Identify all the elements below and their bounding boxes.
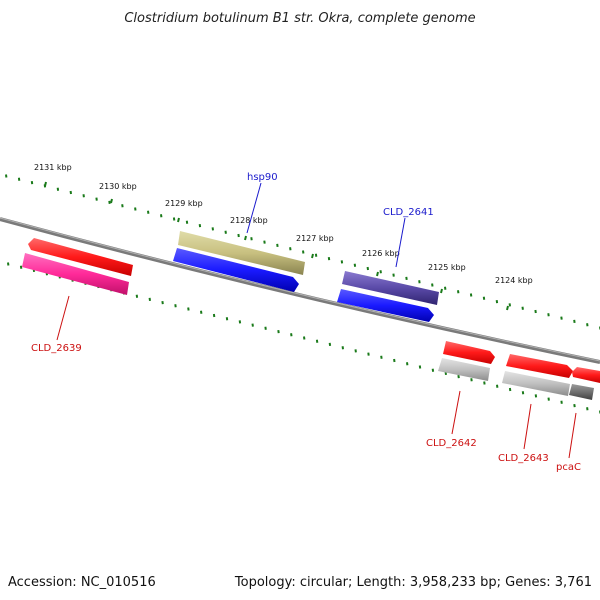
gene-label-hsp90[interactable]: hsp90 (247, 172, 278, 183)
feature-magenta-1[interactable] (22, 253, 129, 295)
tick-label-2130: 2130 kbp (99, 182, 137, 191)
feature-red-cld2643[interactable] (506, 354, 573, 378)
label-leaders (56, 182, 577, 459)
feature-red-forward-1[interactable] (28, 238, 133, 276)
feature-gray-cld2642[interactable] (438, 358, 490, 381)
tick-label-2131: 2131 kbp (34, 163, 72, 172)
major-ticks (44, 181, 509, 311)
tick-label-2128: 2128 kbp (230, 216, 268, 225)
leader-cld2642 (451, 390, 461, 435)
tick-labels: 2131 kbp 2130 kbp 2129 kbp 2128 kbp 2127… (34, 163, 533, 285)
feature-red-pcac[interactable] (572, 367, 600, 383)
feature-olive-hsp90[interactable] (178, 231, 305, 275)
feature-gray-cld2643[interactable] (502, 371, 570, 396)
gene-label-cld2642[interactable]: CLD_2642 (426, 438, 477, 449)
leader-hsp90 (246, 182, 262, 234)
gene-label-pcac[interactable]: pcaC (556, 462, 581, 473)
leader-pcac (568, 412, 577, 459)
genome-backbone-highlight (0, 217, 600, 362)
genome-backbone (0, 217, 600, 364)
leader-cld2639 (56, 295, 70, 341)
tick-label-2127: 2127 kbp (296, 234, 334, 243)
gene-label-cld2639[interactable]: CLD_2639 (31, 343, 82, 354)
feature-blue-cld2641[interactable] (337, 289, 434, 322)
map-title: Clostridium botulinum B1 str. Okra, comp… (124, 11, 475, 26)
tick-label-2129: 2129 kbp (165, 199, 203, 208)
accession-text: Accession: NC_010516 (8, 575, 156, 590)
tick-label-2125: 2125 kbp (428, 263, 466, 272)
feature-blue-hsp90[interactable] (173, 248, 299, 292)
gene-label-cld2643[interactable]: CLD_2643 (498, 453, 549, 464)
leader-cld2643 (523, 403, 532, 450)
feature-darkgray-pcac[interactable] (569, 384, 594, 400)
outer-tick-track (5, 174, 600, 330)
tick-label-2126: 2126 kbp (362, 249, 400, 258)
leader-cld2641 (395, 217, 406, 268)
gene-label-cld2641[interactable]: CLD_2641 (383, 207, 434, 218)
tick-label-2124: 2124 kbp (495, 276, 533, 285)
feature-purple-cld2641[interactable] (342, 271, 439, 305)
feature-red-cld2642[interactable] (443, 341, 495, 364)
topology-text: Topology: circular; Length: 3,958,233 bp… (234, 575, 592, 590)
